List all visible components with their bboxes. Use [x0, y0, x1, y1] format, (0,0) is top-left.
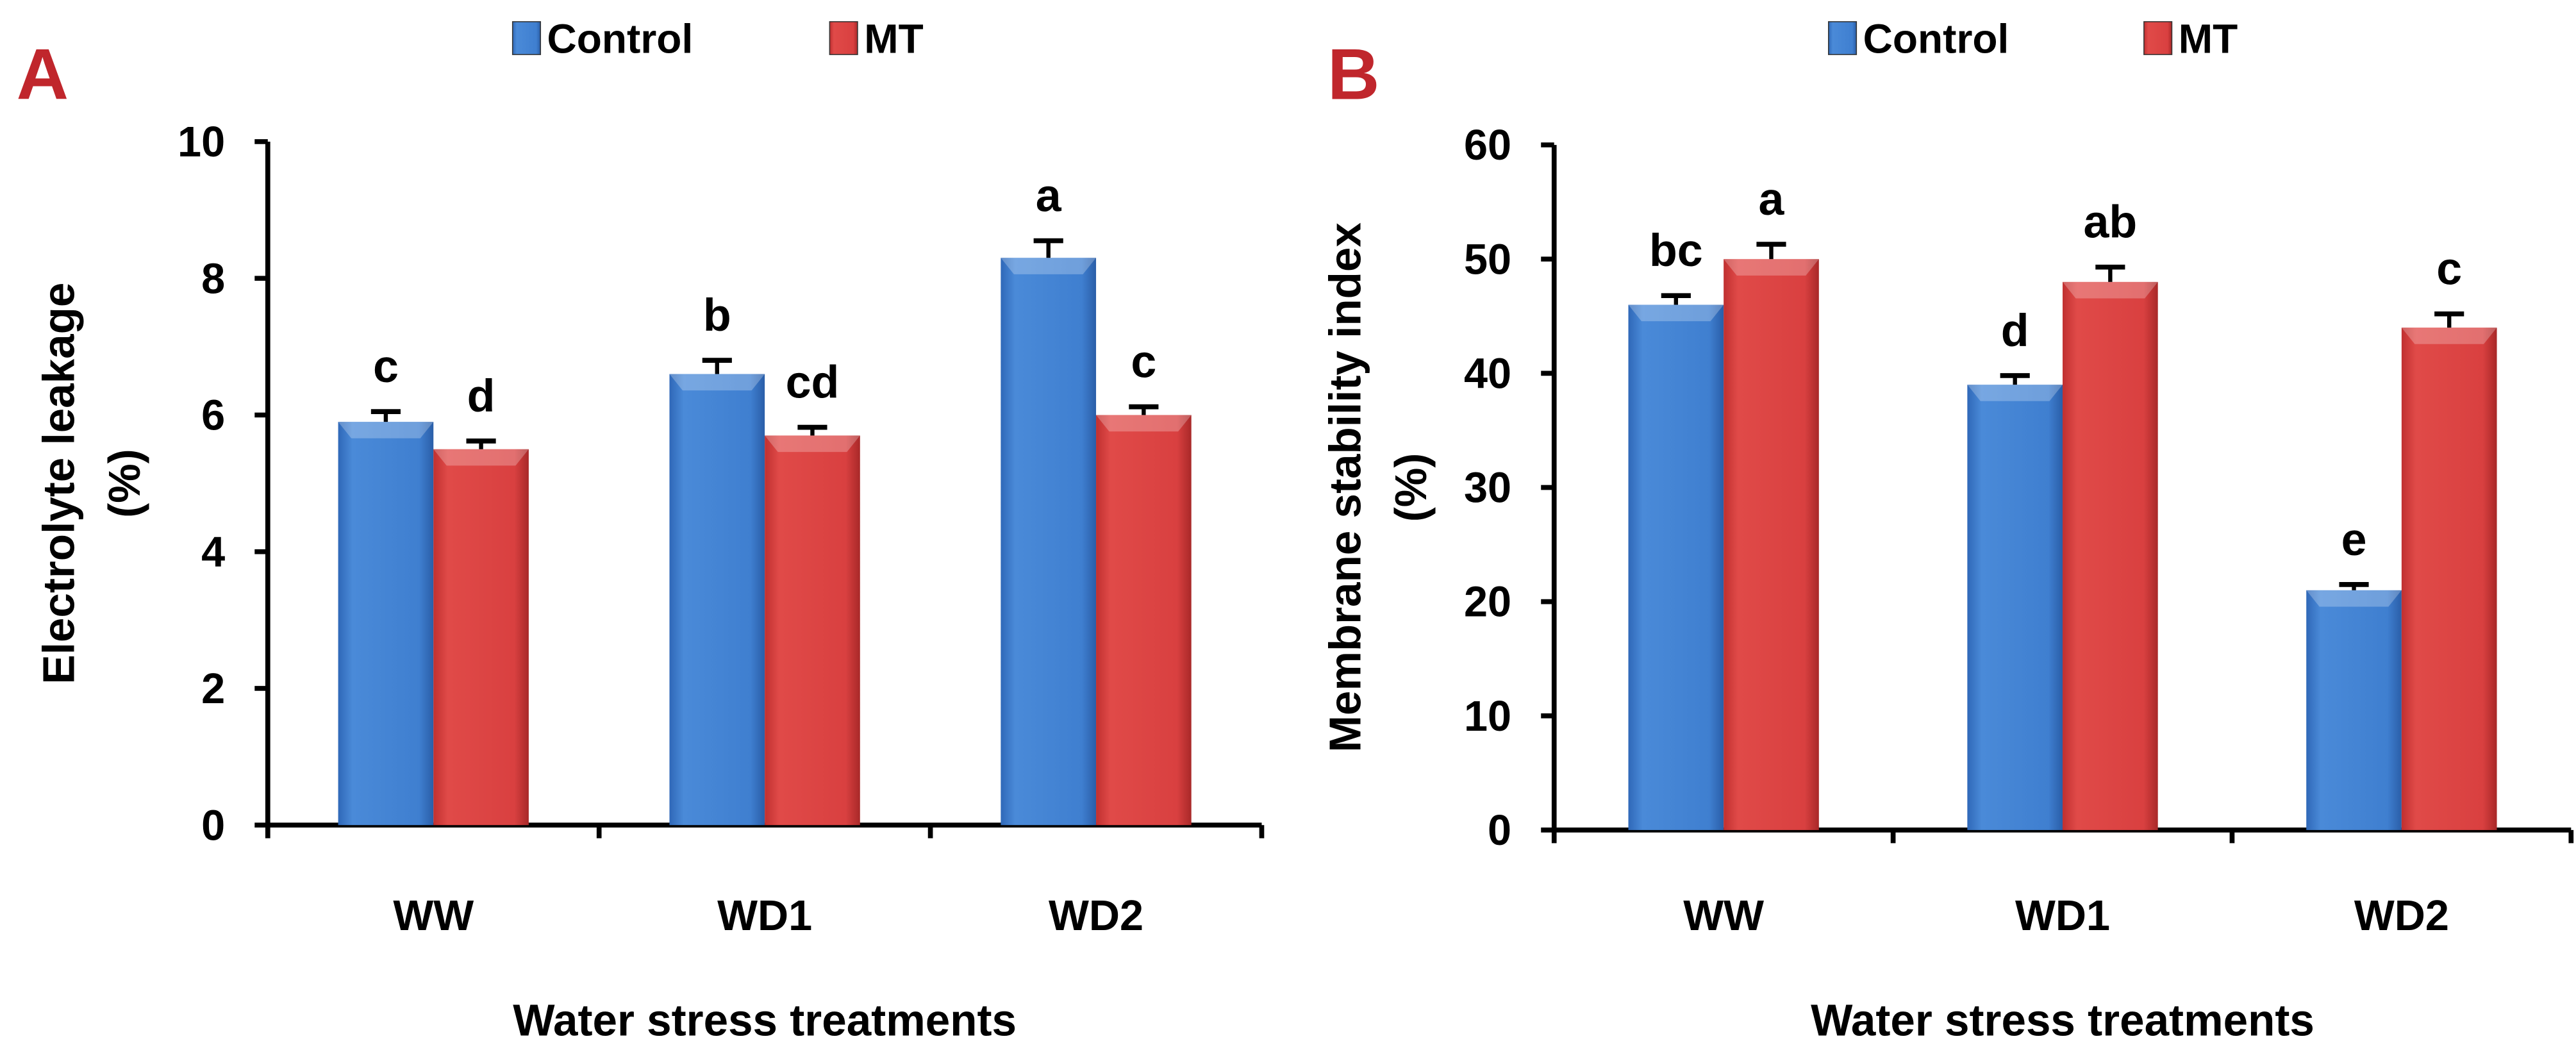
significance-letter: d — [2001, 305, 2029, 356]
bar-control — [2306, 590, 2402, 830]
y-tick-label: 30 — [1464, 465, 1511, 512]
x-axis-title: Water stress treatments — [1811, 995, 2314, 1045]
bar-control — [669, 374, 765, 826]
significance-letter: bc — [1649, 225, 1703, 276]
x-axis-title: Water stress treatments — [513, 995, 1017, 1045]
legend-label-control: Control — [547, 16, 694, 62]
panel-label: A — [17, 33, 69, 114]
legend-label-mt: MT — [2179, 16, 2238, 62]
significance-letter: b — [703, 290, 731, 341]
bar-bevel — [669, 374, 765, 391]
significance-letter: a — [1759, 174, 1785, 225]
significance-letter: cd — [786, 357, 840, 408]
y-axis-title: Membrane stability index — [1320, 222, 1370, 753]
significance-letter: d — [467, 370, 495, 422]
legend-label-control: Control — [1863, 16, 2009, 62]
bar-bevel — [433, 449, 529, 466]
significance-letter: a — [1036, 170, 1062, 221]
significance-letter: e — [2341, 514, 2367, 565]
bar-mt — [2401, 328, 2497, 830]
significance-letter: c — [1131, 337, 1156, 388]
legend-swatch-mt — [829, 21, 858, 55]
y-tick-label: 6 — [201, 392, 225, 440]
bar-bevel — [2306, 590, 2402, 607]
y-axis-title: Electrolyte leakage — [33, 283, 83, 685]
y-tick-label: 40 — [1464, 350, 1511, 397]
y-tick-label: 10 — [1464, 693, 1511, 740]
bar-bevel — [1001, 258, 1097, 274]
y-tick-label: 4 — [201, 529, 225, 576]
panel-b: B Control MT 0 10 20 30 40 50 60 WW bc a WD1 d ab WD2 e c W… — [1320, 16, 2574, 1045]
bar-mt — [765, 435, 860, 826]
bar-bevel — [2401, 328, 2497, 344]
y-tick-label: 0 — [201, 802, 225, 849]
bar-bevel — [1724, 259, 1819, 276]
bar-bevel — [1628, 304, 1724, 322]
bar-bevel — [338, 422, 434, 438]
y-tick-label: 2 — [201, 665, 225, 713]
bar-bevel — [765, 435, 860, 453]
bar-bevel — [1096, 415, 1192, 432]
legend-label-mt: MT — [864, 16, 924, 62]
significance-letter: c — [373, 341, 399, 392]
bar-bevel — [1967, 385, 2063, 401]
bar-control — [1628, 304, 1724, 830]
x-tick-label: WD1 — [717, 892, 812, 940]
bar-control — [338, 422, 434, 826]
x-tick-label: WD2 — [1049, 892, 1143, 940]
y-axis-title-unit: (%) — [99, 449, 149, 518]
significance-letter: c — [2436, 244, 2462, 295]
panel-label: B — [1327, 33, 1379, 114]
bar-bevel — [2063, 281, 2158, 299]
x-tick-label: WD2 — [2354, 892, 2449, 940]
y-tick-label: 0 — [1488, 807, 1511, 854]
x-tick-label: WW — [393, 892, 474, 940]
y-axis-title-unit: (%) — [1386, 453, 1436, 522]
legend-swatch-mt — [2143, 21, 2173, 55]
bar-control — [1967, 385, 2063, 830]
y-tick-label: 50 — [1464, 236, 1511, 283]
y-tick-label: 8 — [201, 255, 225, 303]
legend-swatch-control — [1828, 21, 1857, 55]
bar-mt — [433, 449, 529, 826]
bar-control — [1001, 258, 1097, 826]
x-tick-label: WD1 — [2015, 892, 2110, 940]
bar-mt — [1096, 415, 1192, 826]
y-tick-label: 60 — [1464, 122, 1511, 169]
bar-mt — [2063, 281, 2158, 830]
y-tick-label: 20 — [1464, 579, 1511, 626]
legend-swatch-control — [511, 21, 542, 55]
x-tick-label: WW — [1683, 892, 1764, 940]
bar-mt — [1724, 259, 1819, 830]
y-tick-label: 10 — [178, 119, 225, 166]
significance-letter: ab — [2083, 197, 2137, 248]
